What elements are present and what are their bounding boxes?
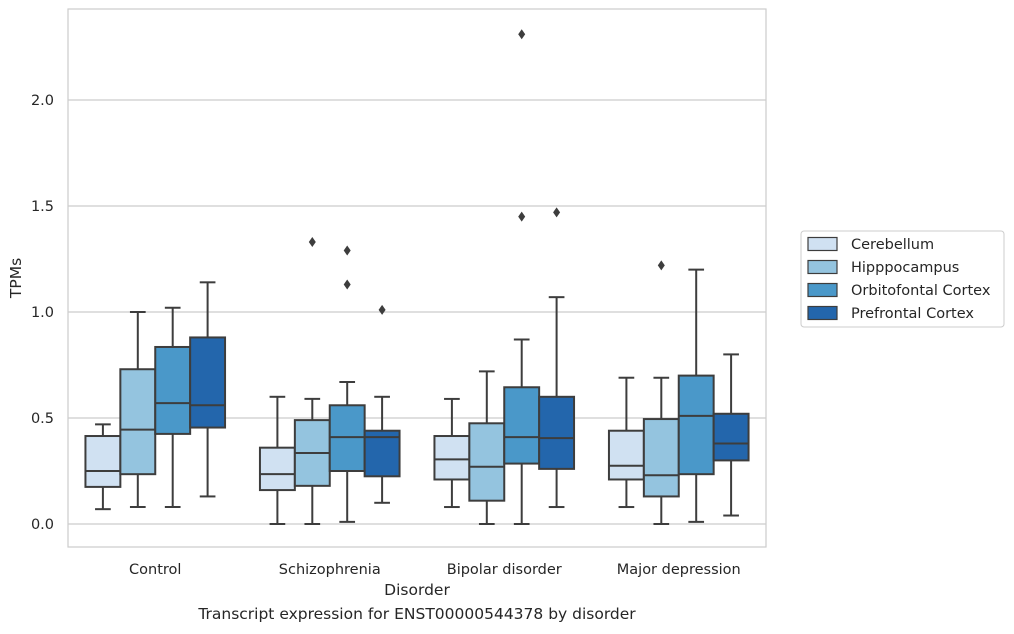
x-tick-label: Bipolar disorder — [447, 562, 562, 578]
outlier-point — [553, 207, 561, 218]
legend: Cerebellum Hipppocampus Orbitofontal Corte… — [800, 230, 1005, 328]
legend-label: Orbitofontal Cortex — [851, 283, 991, 299]
chart-caption: Transcript expression for ENST0000054437… — [198, 605, 636, 623]
box — [503, 386, 541, 465]
x-tick-label: Major depression — [617, 562, 741, 578]
box — [84, 435, 122, 488]
box-group — [189, 281, 227, 498]
box-group — [712, 353, 750, 517]
legend-label: Prefrontal Cortex — [851, 306, 974, 322]
box-group — [328, 245, 366, 523]
box-group — [433, 397, 471, 509]
box — [433, 435, 471, 481]
box — [258, 446, 296, 492]
box-group — [642, 260, 680, 525]
outlier-point — [657, 260, 665, 271]
x-tick-label: Control — [129, 562, 181, 578]
outlier-point — [518, 211, 526, 222]
y-tick-label: 2.0 — [31, 93, 54, 109]
legend-items: Cerebellum Hipppocampus Orbitofontal Corte… — [807, 236, 991, 322]
box-group — [119, 311, 157, 509]
box — [363, 429, 401, 478]
box — [642, 418, 680, 498]
box-group — [154, 306, 192, 509]
box — [712, 412, 750, 462]
legend-swatch — [807, 305, 838, 321]
box-group — [363, 304, 401, 504]
y-tick-label: 1.0 — [31, 305, 54, 321]
box-group — [538, 207, 576, 509]
legend-label: Cerebellum — [851, 237, 934, 253]
x-axis-label: Disorder — [384, 581, 450, 599]
box — [328, 404, 366, 472]
y-tick-label: 0.5 — [31, 411, 54, 427]
box — [677, 374, 715, 476]
outlier-point — [518, 29, 526, 40]
legend-swatch — [807, 282, 838, 298]
box — [119, 368, 157, 476]
outlier-point — [308, 237, 316, 248]
box-group — [258, 395, 296, 525]
outlier-point — [343, 279, 351, 290]
box — [468, 422, 506, 502]
legend-swatch — [807, 259, 838, 275]
box-group — [503, 29, 541, 525]
x-tick-labels: Control Schizophrenia Bipolar disorder Majo… — [129, 562, 741, 578]
box-group — [293, 237, 331, 525]
outlier-point — [378, 304, 386, 315]
x-tick-label: Schizophrenia — [279, 562, 381, 578]
y-tick-label: 0.0 — [31, 517, 54, 533]
plot-frame — [67, 8, 767, 548]
legend-swatch — [807, 236, 838, 252]
y-axis-label: TPMs — [7, 258, 25, 299]
box-group — [84, 423, 122, 511]
box-group — [468, 370, 506, 525]
y-tick-labels: 0.0 0.5 1.0 1.5 2.0 — [31, 93, 54, 533]
box-group — [607, 376, 645, 509]
box-group — [677, 268, 715, 523]
outlier-point — [343, 245, 351, 256]
box — [607, 429, 645, 481]
y-tick-label: 1.5 — [31, 199, 54, 215]
legend-label: Hipppocampus — [851, 260, 959, 276]
box — [538, 395, 576, 470]
plot-area — [84, 29, 750, 525]
legend-frame — [800, 230, 1005, 328]
box — [154, 345, 192, 435]
box — [189, 336, 227, 429]
